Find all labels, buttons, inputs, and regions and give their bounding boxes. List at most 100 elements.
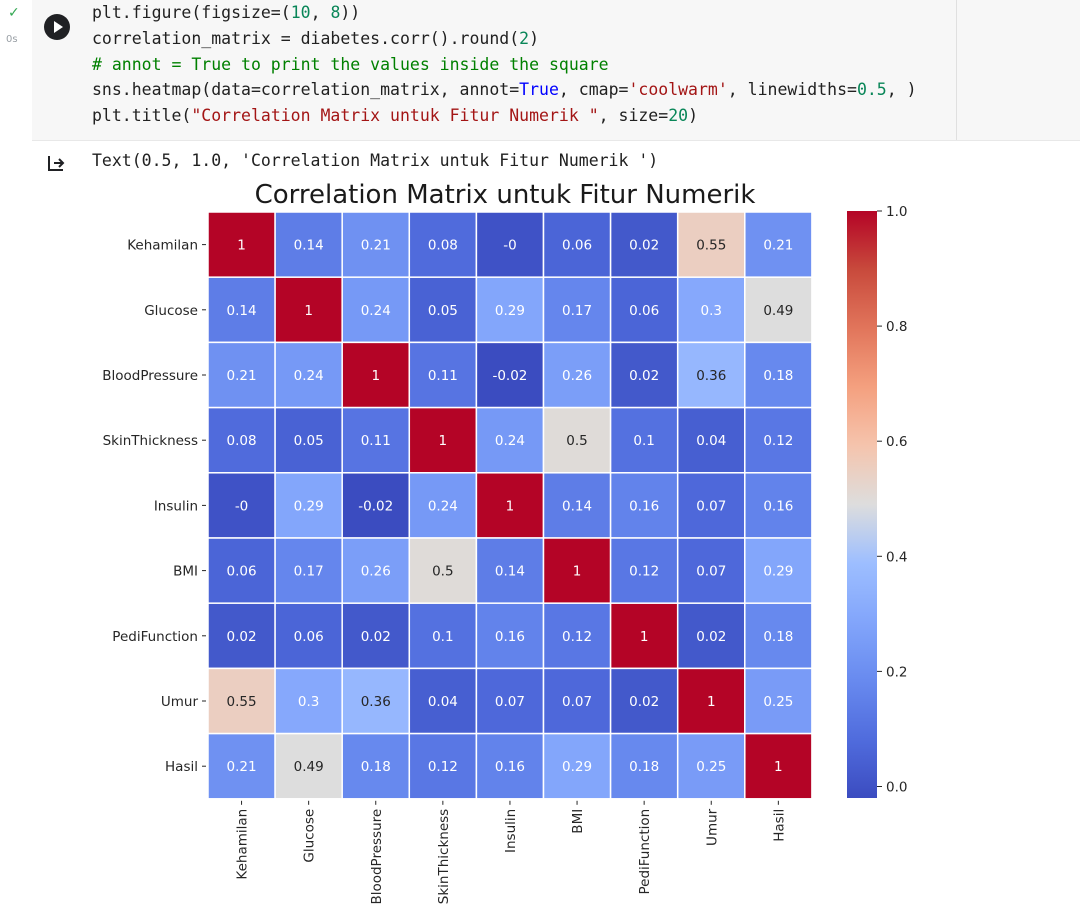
execution-time: 0s xyxy=(6,34,18,45)
heatmap-cell xyxy=(475,341,545,409)
cell-annotation: 0.49 xyxy=(294,759,324,775)
heatmap-cell xyxy=(744,602,813,670)
cell-annotation: 0.55 xyxy=(696,238,726,254)
code-line: correlation_matrix = diabetes.corr().rou… xyxy=(92,28,540,48)
code-text[interactable]: plt.figure(figsize=(10, 8)) correlation_m… xyxy=(92,0,917,129)
cell-annotation: 0.12 xyxy=(428,759,458,775)
x-axis-labels: Kehamilan Glucose BloodPressure SkinThickne… xyxy=(235,800,787,905)
cell-annotation: 0.21 xyxy=(227,368,257,384)
cell-annotation: -0 xyxy=(235,498,248,514)
heatmap-cell xyxy=(609,537,679,604)
colorbar-tick-label: 1.0 xyxy=(886,204,907,220)
cell-annotation: 0.07 xyxy=(696,498,726,514)
heatmap-cell xyxy=(341,732,411,800)
cell-annotation: 0.16 xyxy=(495,629,525,645)
cell-annotation: 0.18 xyxy=(361,759,391,775)
x-tick-label: BMI xyxy=(570,809,586,834)
cell-annotation: 0.04 xyxy=(428,694,458,710)
y-tick-label: PediFunction xyxy=(112,629,198,645)
heatmap-cell xyxy=(542,472,612,539)
heatmap-cell xyxy=(207,211,276,278)
code-cell[interactable]: ✓ 0s plt.figure(figsize=(10, 8)) correlat… xyxy=(0,0,1080,141)
heatmap-cell xyxy=(676,602,746,670)
x-tick-label: Insulin xyxy=(503,809,519,853)
heatmap-cell xyxy=(609,211,679,278)
heatmap-cell xyxy=(475,602,545,670)
cell-annotation: -0.02 xyxy=(492,368,527,384)
cell-annotation: -0 xyxy=(503,238,516,254)
heatmap-cell xyxy=(341,602,411,670)
heatmap-cell xyxy=(609,406,679,474)
heatmap-cell xyxy=(744,472,813,539)
cell-annotation: 0.06 xyxy=(562,238,592,254)
cell-annotation: 1 xyxy=(237,238,246,254)
heatmap-cells xyxy=(207,211,813,800)
cell-annotation: 0.21 xyxy=(361,238,391,254)
cell-annotation: 0.06 xyxy=(629,303,659,319)
heatmap-cell xyxy=(475,276,545,344)
colorbar-tick-label: 0.0 xyxy=(886,779,907,795)
cell-annotation: 0.36 xyxy=(696,368,726,384)
cell-annotation: 0.14 xyxy=(495,564,525,580)
code-line: plt.title("Correlation Matrix untuk Fitu… xyxy=(92,106,698,126)
heatmap-cell xyxy=(274,341,343,409)
heatmap-cell xyxy=(676,211,746,278)
x-tick-label: PediFunction xyxy=(637,809,653,895)
cell-annotation: 0.5 xyxy=(566,433,587,449)
cell-annotation: 0.12 xyxy=(562,629,592,645)
x-tick-label: Glucose xyxy=(302,809,318,863)
cell-annotation: 0.29 xyxy=(763,564,793,580)
heatmap-cell xyxy=(408,667,478,735)
ruler-line xyxy=(956,0,957,140)
heatmap-cell xyxy=(274,732,343,800)
heatmap-cell xyxy=(609,472,679,539)
heatmap-cell xyxy=(207,602,276,670)
heatmap-cell xyxy=(341,211,411,278)
heatmap-cell xyxy=(542,537,612,604)
y-tick-label: Glucose xyxy=(144,303,198,319)
cell-annotation: 0.3 xyxy=(298,694,319,710)
cell-gutter: ✓ 0s xyxy=(0,0,32,140)
cell-annotation: 0.12 xyxy=(629,564,659,580)
cell-annotation: 0.08 xyxy=(428,238,458,254)
cell-annotation: 0.24 xyxy=(495,433,525,449)
cell-annotation: 1 xyxy=(304,303,313,319)
cell-annotation: 0.18 xyxy=(763,629,793,645)
code-line: plt.figure(figsize=(10, 8)) xyxy=(92,3,361,22)
play-icon[interactable] xyxy=(44,14,70,40)
cell-annotation: 0.25 xyxy=(763,694,793,710)
heatmap-cell xyxy=(676,667,746,735)
cell-annotation: 0.24 xyxy=(294,368,324,384)
heatmap-cell xyxy=(475,472,545,539)
cell-annotation: 0.04 xyxy=(696,433,726,449)
cell-annotation: 0.26 xyxy=(361,564,391,580)
x-tick-label: SkinThickness xyxy=(436,809,452,904)
colorbar-tick-label: 0.4 xyxy=(886,549,907,565)
cell-annotation: 0.07 xyxy=(495,694,525,710)
cell-annotation: 0.18 xyxy=(763,368,793,384)
heatmap-cell xyxy=(341,276,411,344)
heatmap-cell xyxy=(676,732,746,800)
heatmap-cell xyxy=(341,537,411,604)
code-editor[interactable] xyxy=(32,0,1080,141)
cell-annotation: 0.06 xyxy=(294,629,324,645)
heatmap-cell xyxy=(475,211,545,278)
cell-annotation: 0.02 xyxy=(629,694,659,710)
y-tick-label: SkinThickness xyxy=(103,433,198,449)
heatmap-cell xyxy=(744,211,813,278)
heatmap-cell xyxy=(207,406,276,474)
heatmap-cell xyxy=(744,341,813,409)
cell-annotation: 0.05 xyxy=(428,303,458,319)
cell-annotation: 0.1 xyxy=(432,629,453,645)
cell-annotation: 0.26 xyxy=(562,368,592,384)
cell-annotation: 0.16 xyxy=(763,498,793,514)
cell-annotation: 0.02 xyxy=(629,368,659,384)
cell-annotation: 0.55 xyxy=(227,694,257,710)
cell-annotation: 0.14 xyxy=(562,498,592,514)
y-tick-label: Hasil xyxy=(165,759,198,775)
cell-annotation: 0.02 xyxy=(696,629,726,645)
cell-annotation: 0.14 xyxy=(227,303,257,319)
cell-annotation: 0.49 xyxy=(763,303,793,319)
heatmap-cell xyxy=(207,472,276,539)
cell-annotation: 0.24 xyxy=(428,498,458,514)
